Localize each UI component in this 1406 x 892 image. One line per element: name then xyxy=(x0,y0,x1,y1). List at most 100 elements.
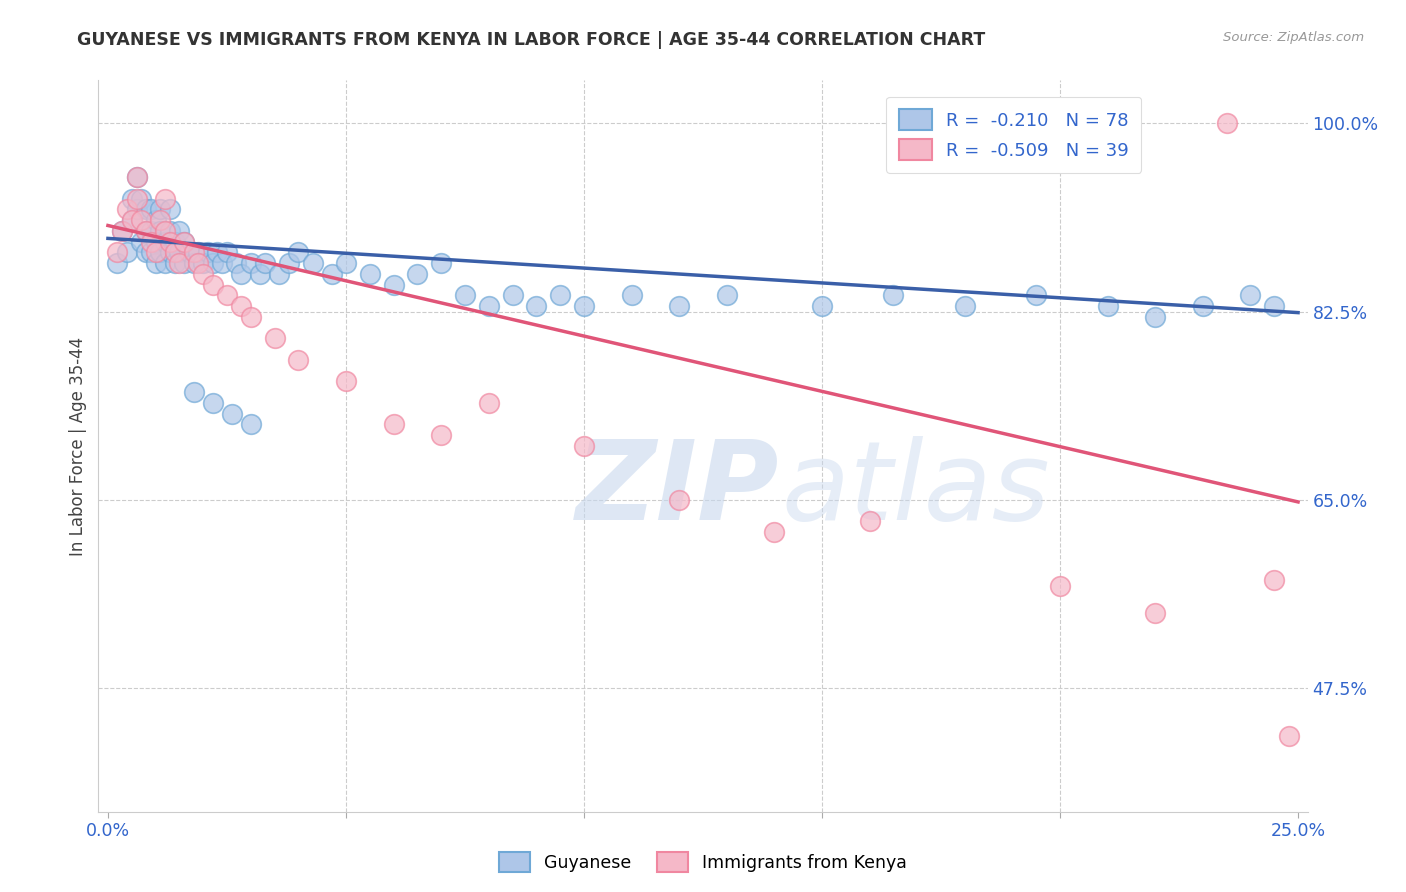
Point xyxy=(277,256,299,270)
Point xyxy=(145,245,167,260)
Point xyxy=(620,288,643,302)
Point xyxy=(135,202,157,217)
Point xyxy=(811,299,834,313)
Point xyxy=(269,267,291,281)
Point xyxy=(145,256,167,270)
Point xyxy=(169,224,191,238)
Point xyxy=(125,170,148,185)
Point xyxy=(335,375,357,389)
Point xyxy=(139,245,162,260)
Point xyxy=(225,256,247,270)
Point xyxy=(145,213,167,227)
Point xyxy=(207,245,229,260)
Point xyxy=(263,331,285,345)
Point xyxy=(173,235,195,249)
Point xyxy=(239,310,262,324)
Point xyxy=(572,439,595,453)
Point xyxy=(139,202,162,217)
Point xyxy=(249,267,271,281)
Point xyxy=(231,299,253,313)
Point xyxy=(1192,299,1215,313)
Point xyxy=(859,514,882,528)
Point xyxy=(115,202,138,217)
Point xyxy=(1277,730,1299,744)
Point xyxy=(125,202,148,217)
Point xyxy=(478,299,501,313)
Point xyxy=(111,224,134,238)
Point xyxy=(406,267,429,281)
Point xyxy=(201,396,224,410)
Text: Source: ZipAtlas.com: Source: ZipAtlas.com xyxy=(1223,31,1364,45)
Point xyxy=(129,235,152,249)
Point xyxy=(149,245,172,260)
Point xyxy=(187,256,209,270)
Y-axis label: In Labor Force | Age 35-44: In Labor Force | Age 35-44 xyxy=(69,336,87,556)
Point xyxy=(1263,574,1285,588)
Point xyxy=(191,256,214,270)
Point xyxy=(197,245,219,260)
Point xyxy=(430,428,453,442)
Point xyxy=(125,192,148,206)
Point xyxy=(159,245,181,260)
Point xyxy=(163,245,186,260)
Point xyxy=(183,245,205,260)
Point xyxy=(454,288,477,302)
Point xyxy=(1144,606,1167,620)
Point xyxy=(215,245,238,260)
Point xyxy=(572,299,595,313)
Legend: R =  -0.210   N = 78, R =  -0.509   N = 39: R = -0.210 N = 78, R = -0.509 N = 39 xyxy=(886,96,1142,173)
Point xyxy=(153,235,176,249)
Legend: Guyanese, Immigrants from Kenya: Guyanese, Immigrants from Kenya xyxy=(492,845,914,879)
Point xyxy=(129,213,152,227)
Point xyxy=(173,256,195,270)
Point xyxy=(231,267,253,281)
Point xyxy=(125,170,148,185)
Point xyxy=(321,267,343,281)
Point xyxy=(183,385,205,400)
Point xyxy=(502,288,524,302)
Point xyxy=(287,245,309,260)
Point xyxy=(215,288,238,302)
Point xyxy=(287,353,309,368)
Point xyxy=(335,256,357,270)
Point xyxy=(135,245,157,260)
Point xyxy=(111,224,134,238)
Point xyxy=(548,288,571,302)
Point xyxy=(382,277,405,292)
Point xyxy=(221,407,243,421)
Point xyxy=(149,213,172,227)
Point xyxy=(169,245,191,260)
Point xyxy=(1239,288,1261,302)
Point xyxy=(1144,310,1167,324)
Point xyxy=(211,256,233,270)
Point xyxy=(882,288,904,302)
Point xyxy=(668,299,690,313)
Point xyxy=(359,267,381,281)
Point xyxy=(1215,116,1237,130)
Point xyxy=(177,245,200,260)
Text: atlas: atlas xyxy=(782,436,1050,543)
Point xyxy=(1263,299,1285,313)
Point xyxy=(149,224,172,238)
Point xyxy=(478,396,501,410)
Point xyxy=(153,256,176,270)
Point xyxy=(159,202,181,217)
Point xyxy=(254,256,277,270)
Text: ZIP: ZIP xyxy=(576,436,779,543)
Point xyxy=(115,245,138,260)
Point xyxy=(153,224,176,238)
Point xyxy=(239,256,262,270)
Point xyxy=(173,235,195,249)
Point xyxy=(239,417,262,432)
Point xyxy=(668,492,690,507)
Point xyxy=(953,299,976,313)
Point xyxy=(183,256,205,270)
Point xyxy=(169,256,191,270)
Point xyxy=(135,224,157,238)
Point xyxy=(1049,579,1071,593)
Point xyxy=(524,299,547,313)
Text: GUYANESE VS IMMIGRANTS FROM KENYA IN LABOR FORCE | AGE 35-44 CORRELATION CHART: GUYANESE VS IMMIGRANTS FROM KENYA IN LAB… xyxy=(77,31,986,49)
Point xyxy=(187,245,209,260)
Point xyxy=(121,213,143,227)
Point xyxy=(191,267,214,281)
